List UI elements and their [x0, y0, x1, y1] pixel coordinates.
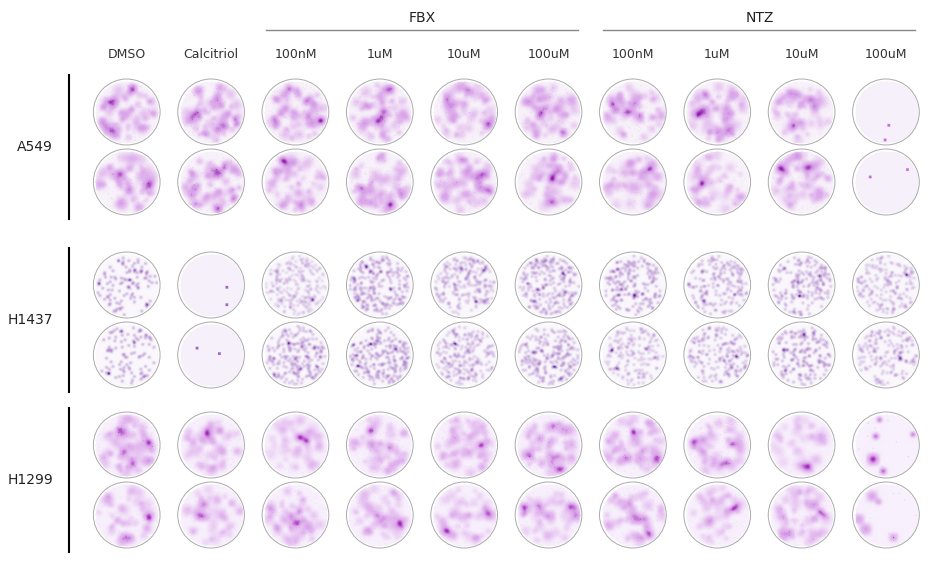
Text: 100uM: 100uM [865, 49, 907, 62]
Text: 100nM: 100nM [611, 49, 654, 62]
Text: H1437: H1437 [7, 313, 53, 327]
Text: DMSO: DMSO [108, 49, 146, 62]
Text: 100nM: 100nM [274, 49, 317, 62]
Text: 1uM: 1uM [704, 49, 730, 62]
Text: 1uM: 1uM [367, 49, 393, 62]
Text: H1299: H1299 [7, 473, 53, 487]
Text: Calcitriol: Calcitriol [183, 49, 238, 62]
Text: NTZ: NTZ [745, 11, 773, 25]
Text: 10uM: 10uM [784, 49, 819, 62]
Text: 10uM: 10uM [447, 49, 482, 62]
Text: 100uM: 100uM [527, 49, 569, 62]
Text: FBX: FBX [409, 11, 436, 25]
Text: A549: A549 [17, 140, 53, 154]
